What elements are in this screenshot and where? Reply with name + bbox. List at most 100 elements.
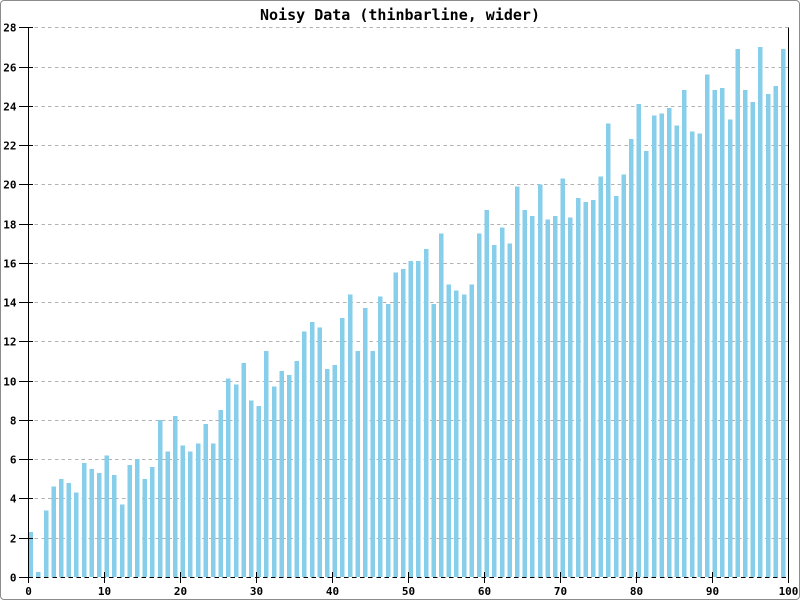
bar	[203, 423, 208, 577]
bar	[89, 469, 94, 577]
bar	[347, 294, 353, 577]
bar	[591, 200, 596, 577]
x-tick-label: 50	[402, 585, 415, 598]
bar	[727, 119, 733, 577]
bar	[142, 478, 148, 577]
bar	[477, 233, 482, 577]
bar	[651, 115, 657, 577]
x-tick-label: 70	[554, 585, 567, 598]
x-tick-label: 0	[25, 585, 32, 598]
bar	[629, 139, 634, 577]
bar	[233, 384, 239, 577]
bar	[781, 48, 786, 577]
bar	[188, 451, 193, 577]
y-tick-label: 4	[10, 493, 17, 506]
bar	[309, 321, 315, 577]
bar	[431, 304, 436, 577]
bar	[401, 268, 406, 577]
y-tick-label: 22	[3, 140, 16, 153]
x-tick-label: 100	[779, 585, 799, 598]
bar	[636, 103, 642, 578]
bar	[325, 368, 330, 577]
bar	[119, 504, 125, 577]
bar	[287, 374, 292, 577]
bar	[180, 445, 186, 577]
y-tick-label: 18	[3, 219, 16, 232]
bar	[735, 48, 740, 577]
bar	[241, 363, 246, 577]
bar	[150, 467, 155, 577]
bar	[515, 186, 520, 577]
bar	[173, 416, 178, 577]
bar	[264, 351, 269, 577]
bar	[393, 272, 398, 577]
bar	[211, 443, 216, 577]
y-tick-label: 24	[3, 101, 17, 114]
bar	[302, 331, 307, 577]
bar	[157, 419, 163, 577]
chart-title: Noisy Data (thinbarline, wider)	[260, 6, 540, 24]
bar	[340, 317, 345, 577]
bar	[674, 125, 680, 578]
bar	[765, 94, 771, 578]
bar	[705, 74, 710, 578]
x-tick-label: 60	[478, 585, 491, 598]
bar	[697, 133, 702, 577]
x-tick-label: 20	[174, 585, 187, 598]
bar	[507, 243, 512, 577]
bar	[583, 202, 588, 577]
bar	[271, 386, 277, 577]
bar	[712, 90, 718, 578]
bar	[195, 443, 201, 577]
y-tick-label: 14	[3, 297, 17, 310]
bar	[545, 219, 550, 577]
bar	[659, 113, 664, 578]
bar	[743, 90, 748, 578]
bar	[317, 327, 322, 577]
bar	[74, 492, 79, 577]
bar	[522, 209, 528, 577]
y-tick-label: 28	[3, 22, 16, 35]
bar	[294, 361, 300, 577]
bar	[59, 478, 64, 577]
bar	[560, 178, 566, 577]
bar	[530, 215, 535, 577]
bar	[484, 209, 490, 577]
bar	[568, 217, 573, 578]
bar	[127, 465, 132, 577]
bar	[773, 86, 778, 577]
bar	[218, 410, 224, 577]
bar	[575, 198, 581, 577]
bar	[249, 400, 254, 577]
x-tick-label: 80	[630, 585, 643, 598]
bar	[682, 90, 687, 578]
bar	[81, 463, 87, 577]
x-tick-label: 90	[706, 585, 719, 598]
bar	[43, 510, 49, 577]
bar	[439, 233, 444, 577]
bar	[720, 88, 725, 577]
y-tick-label: 6	[10, 454, 17, 467]
y-tick-label: 10	[3, 376, 16, 389]
bar	[689, 131, 695, 577]
x-tick-label: 10	[98, 585, 111, 598]
y-tick-label: 20	[3, 179, 16, 192]
y-tick-label: 2	[10, 533, 17, 546]
bar	[408, 260, 414, 577]
bar	[256, 406, 262, 577]
bar	[416, 260, 421, 577]
bar	[279, 370, 284, 577]
bar	[553, 215, 558, 577]
bar	[385, 304, 391, 577]
y-tick-label: 12	[3, 336, 16, 349]
bar	[750, 101, 756, 578]
bar	[613, 196, 619, 577]
bar	[370, 351, 376, 577]
bar	[606, 123, 611, 577]
bar	[66, 482, 72, 577]
bar	[644, 150, 649, 578]
bar	[165, 451, 170, 577]
bar	[355, 351, 360, 577]
